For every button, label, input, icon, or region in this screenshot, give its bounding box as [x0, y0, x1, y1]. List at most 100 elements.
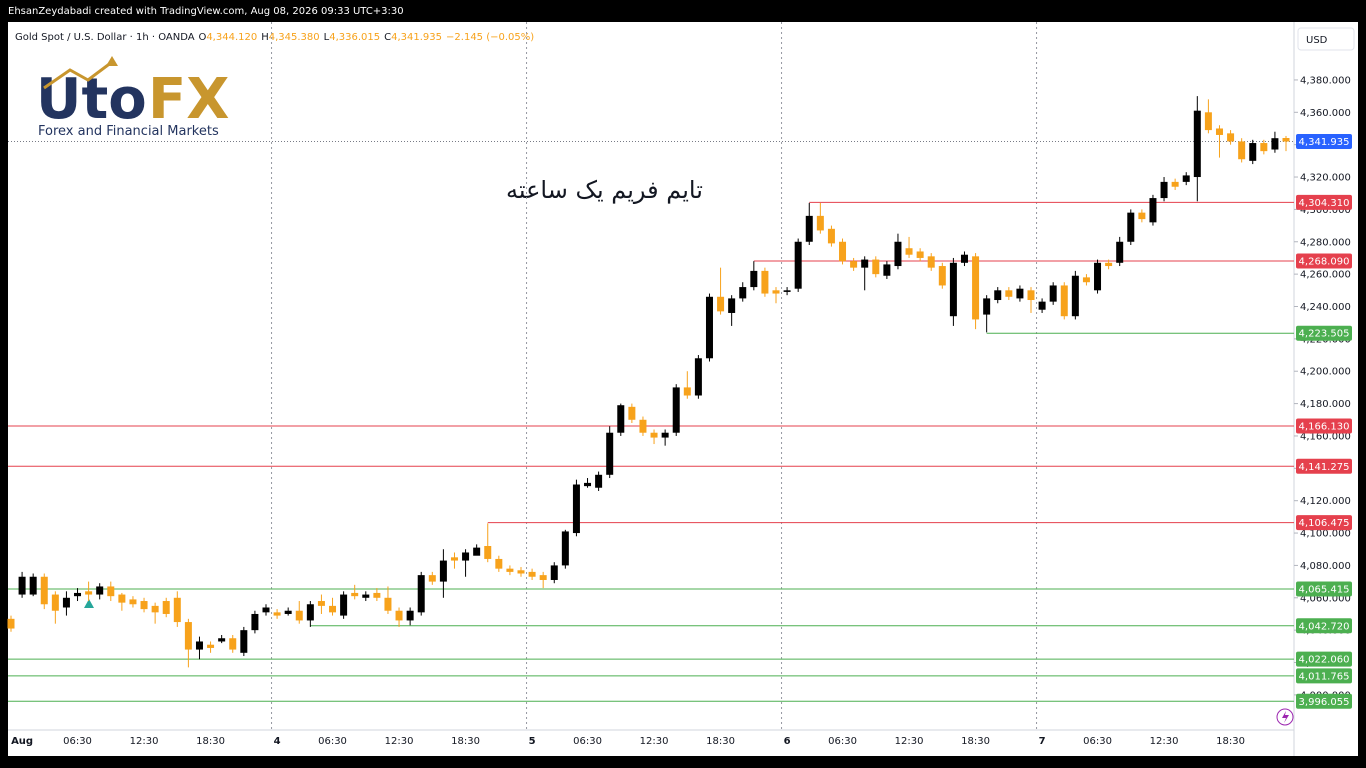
candle-body [584, 482, 592, 487]
logo-arrow [43, 60, 113, 90]
candle-body [1071, 275, 1079, 317]
candle-body [1127, 212, 1135, 242]
candle-body [1016, 288, 1024, 299]
price-tag-label: 4,011.765 [1299, 671, 1350, 682]
candle-body [938, 266, 946, 286]
candle-body [949, 262, 957, 317]
candle-body [1005, 290, 1013, 297]
candle-body [916, 251, 924, 258]
x-tick-label: 6 [784, 736, 791, 747]
y-tick-label: 4,380.000 [1300, 75, 1351, 86]
candle-body [694, 358, 702, 396]
header: EhsanZeydabadi created with TradingView.… [8, 6, 404, 17]
candle-body [340, 594, 348, 616]
price-tag [1296, 418, 1352, 434]
x-tick-label: 12:30 [385, 736, 414, 747]
y-tick-label: 4,280.000 [1300, 237, 1351, 248]
candle-body [1282, 137, 1290, 142]
currency[interactable]: USD [1306, 35, 1328, 46]
candle-body [650, 432, 658, 438]
x-tick-label: 7 [1039, 736, 1046, 747]
candle-body [1193, 110, 1201, 178]
y-tick-label: 4,060.000 [1300, 593, 1351, 604]
y-tick-label: 4,080.000 [1300, 561, 1351, 572]
legend-value: 4,341.935 [391, 32, 442, 43]
signal-marker [84, 599, 94, 608]
logo-tagline: Forex and Financial Markets [38, 124, 219, 139]
candle-body [1094, 262, 1102, 291]
x-tick-label: 12:30 [130, 736, 159, 747]
candle-body [1260, 143, 1268, 152]
candle-body [450, 557, 458, 561]
candle-body [18, 576, 26, 595]
candle-body [184, 622, 192, 650]
price-tag-label: 4,106.475 [1299, 518, 1350, 529]
price-tag-label: 4,022.060 [1299, 655, 1350, 666]
candle-body [284, 610, 292, 614]
y-tick-label: 4,360.000 [1300, 108, 1351, 119]
legend-value: 4,345.380 [269, 32, 320, 43]
candle-body [816, 215, 824, 231]
legend-fields: O4,344.120 H4,345.380 L4,336.015 C4,341.935… [198, 32, 534, 43]
candle-body [107, 586, 115, 597]
candle-body [506, 568, 514, 572]
candle-body [129, 599, 137, 605]
x-tick-label: 18:30 [961, 736, 990, 747]
candle-body [351, 592, 359, 597]
price-tag [1296, 194, 1352, 210]
candle-body [850, 261, 858, 268]
candle-body [1038, 301, 1046, 310]
price-tag-label: 4,268.090 [1299, 257, 1350, 268]
legend-value: 4,344.120 [206, 32, 257, 43]
candle-body [617, 405, 625, 433]
x-tick-label: Aug [11, 736, 33, 747]
y-tick-label: 4,160.000 [1300, 431, 1351, 442]
candle-body [1049, 285, 1057, 302]
candle-body [861, 259, 869, 268]
price-tag [1296, 458, 1352, 474]
candle-body [417, 575, 425, 613]
candle-body [306, 604, 314, 621]
candle-body [1027, 290, 1035, 301]
x-tick-label: 18:30 [451, 736, 480, 747]
candle-body [883, 264, 891, 276]
candle-body [1227, 133, 1235, 142]
candle-body [218, 638, 226, 642]
y-tick-label: 4,300.000 [1300, 205, 1351, 216]
candle-body [639, 419, 647, 433]
candle-body [373, 592, 381, 598]
candle-body [51, 594, 59, 611]
candle-body [728, 298, 736, 313]
candle-body [595, 474, 603, 488]
candle-body [539, 575, 547, 580]
candle-body [1138, 212, 1146, 220]
price-tag-label: 3,996.055 [1299, 697, 1350, 708]
currency-box[interactable] [1297, 27, 1355, 51]
candle-body [705, 296, 713, 359]
logo-arrowhead [106, 56, 118, 66]
candle-body [473, 547, 481, 556]
x-tick-label: 4 [274, 736, 281, 747]
x-tick-label: 06:30 [318, 736, 347, 747]
candle-body [606, 432, 614, 475]
candle-body [1060, 285, 1068, 317]
candle-body [1215, 128, 1223, 135]
candle-body [572, 484, 580, 534]
y-tick-label: 4,240.000 [1300, 302, 1351, 313]
candle-body [550, 565, 558, 580]
legend-value: 4,336.015 [329, 32, 380, 43]
candle-body [1116, 241, 1124, 263]
candle-body [1171, 181, 1179, 187]
price-tag-label: 4,166.130 [1299, 422, 1350, 433]
legend-key: H [261, 32, 269, 43]
candle-body [173, 597, 181, 623]
candle-body [495, 558, 503, 569]
candle-body [240, 630, 248, 653]
candle-body [960, 254, 968, 263]
candle-body [295, 610, 303, 621]
x-tick-label: 5 [529, 736, 536, 747]
candle-body [783, 290, 791, 292]
x-tick-label: 12:30 [1150, 736, 1179, 747]
candle-body [62, 597, 70, 608]
candle-body [384, 597, 392, 611]
